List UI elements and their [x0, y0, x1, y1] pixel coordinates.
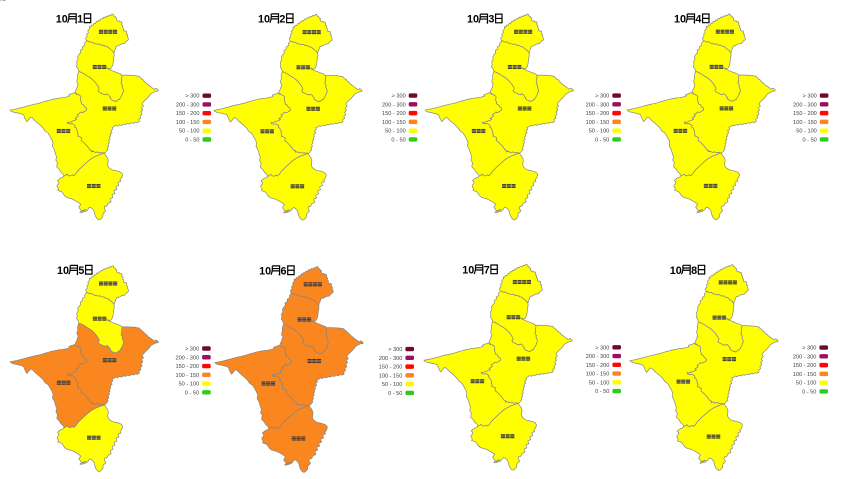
- svg-text:0 - 50: 0 - 50: [802, 137, 816, 143]
- svg-text:0 - 50: 0 - 50: [185, 390, 199, 396]
- svg-text:10: 10: [467, 14, 479, 26]
- svg-text:200 - 300: 200 - 300: [379, 356, 403, 362]
- svg-text:150 - 200: 150 - 200: [586, 363, 610, 369]
- svg-text:200 - 300: 200 - 300: [382, 102, 406, 108]
- svg-text:> 300: > 300: [185, 347, 199, 353]
- svg-text:10: 10: [674, 14, 686, 26]
- svg-text:200 - 300: 200 - 300: [793, 102, 817, 108]
- svg-text:150 - 200: 150 - 200: [793, 363, 817, 369]
- svg-text:150 - 200: 150 - 200: [382, 111, 406, 117]
- svg-text:10: 10: [259, 266, 271, 278]
- svg-text:0 - 50: 0 - 50: [185, 138, 199, 144]
- svg-text:1: 1: [77, 14, 83, 26]
- svg-text:100 - 150: 100 - 150: [793, 120, 817, 126]
- svg-text:100 - 150: 100 - 150: [382, 120, 406, 126]
- svg-text:50 - 100: 50 - 100: [796, 129, 817, 135]
- svg-text:0 - 50: 0 - 50: [391, 137, 405, 143]
- svg-text:0 - 50: 0 - 50: [388, 391, 402, 397]
- svg-text:150 - 200: 150 - 200: [586, 111, 610, 117]
- svg-text:100 - 150: 100 - 150: [586, 372, 610, 378]
- svg-text:2: 2: [279, 14, 285, 26]
- svg-text:10: 10: [258, 14, 270, 26]
- svg-text:0 - 50: 0 - 50: [802, 389, 816, 395]
- svg-text:0 - 50: 0 - 50: [595, 137, 609, 143]
- svg-text:0 - 50: 0 - 50: [595, 389, 609, 395]
- svg-text:> 300: > 300: [595, 345, 609, 351]
- svg-text:4: 4: [695, 14, 701, 26]
- svg-text:5: 5: [78, 265, 84, 277]
- svg-text:10: 10: [57, 265, 69, 277]
- svg-text:100 - 150: 100 - 150: [586, 120, 610, 126]
- svg-text:> 300: > 300: [392, 94, 406, 100]
- svg-text:100 - 150: 100 - 150: [176, 120, 200, 126]
- svg-text:50 - 100: 50 - 100: [382, 382, 403, 388]
- svg-text:200 - 300: 200 - 300: [793, 354, 817, 360]
- svg-text:150 - 200: 150 - 200: [793, 111, 817, 117]
- svg-text:10: 10: [56, 14, 68, 26]
- svg-text:150 - 200: 150 - 200: [379, 365, 403, 371]
- svg-text:150 - 200: 150 - 200: [175, 364, 199, 370]
- svg-text:10: 10: [670, 265, 682, 277]
- svg-text:200 - 300: 200 - 300: [175, 355, 199, 361]
- svg-text:> 300: > 300: [802, 346, 816, 352]
- svg-text:> 300: > 300: [803, 94, 817, 100]
- svg-text:50 - 100: 50 - 100: [589, 380, 610, 386]
- svg-text:10: 10: [462, 265, 474, 277]
- svg-text:8: 8: [691, 265, 697, 277]
- svg-text:> 300: > 300: [388, 347, 402, 353]
- svg-text:200 - 300: 200 - 300: [586, 354, 610, 360]
- svg-text:3: 3: [488, 14, 494, 26]
- svg-text:50 - 100: 50 - 100: [589, 129, 610, 135]
- svg-text:200 - 300: 200 - 300: [176, 102, 200, 108]
- svg-text:100 - 150: 100 - 150: [175, 373, 199, 379]
- svg-text:> 300: > 300: [595, 94, 609, 100]
- svg-text:200 - 300: 200 - 300: [586, 102, 610, 108]
- svg-text:50 - 100: 50 - 100: [179, 129, 200, 135]
- svg-text:50 - 100: 50 - 100: [385, 129, 406, 135]
- svg-text:100 - 150: 100 - 150: [793, 372, 817, 378]
- svg-text:150 - 200: 150 - 200: [176, 111, 200, 117]
- svg-text:7: 7: [484, 265, 490, 277]
- svg-text:100 - 150: 100 - 150: [379, 373, 403, 379]
- svg-text:50 - 100: 50 - 100: [796, 381, 817, 387]
- svg-text:> 300: > 300: [185, 94, 199, 100]
- svg-text:6: 6: [281, 266, 287, 278]
- svg-text:50 - 100: 50 - 100: [179, 382, 200, 388]
